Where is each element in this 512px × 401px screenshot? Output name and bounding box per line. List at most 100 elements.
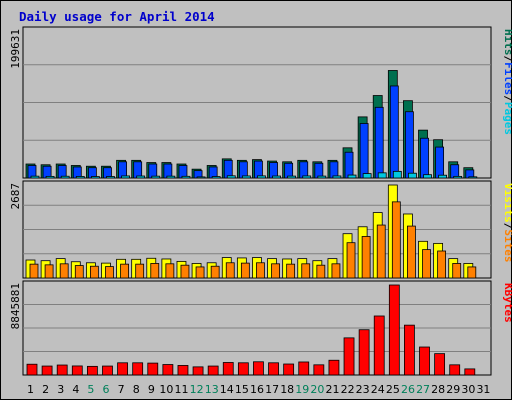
kbytes-bar — [117, 362, 128, 376]
kbytes-bar — [283, 363, 295, 376]
day-label: 28 — [431, 383, 445, 396]
day-label: 27 — [416, 383, 430, 396]
pages-bar — [287, 175, 297, 179]
sites-bar — [331, 263, 341, 279]
pages-bar — [408, 172, 417, 179]
pages-bar — [392, 170, 402, 179]
legend-entry: Pages — [502, 102, 512, 135]
kbytes-bar — [207, 365, 219, 376]
legend-kbytes: KBytes — [502, 283, 512, 323]
kbytes-bar — [343, 337, 355, 376]
files-bar — [223, 159, 233, 179]
pages-bar — [438, 174, 448, 179]
kbytes-bar — [222, 362, 234, 376]
kbytes-bar — [162, 364, 174, 376]
kbytes-bar — [71, 365, 83, 376]
kbytes-bar — [192, 366, 204, 376]
kbytes-bar — [419, 346, 430, 376]
sites-bar — [195, 266, 205, 279]
pages-bar — [347, 174, 357, 179]
sites-bar — [301, 263, 311, 279]
kbytes-bar — [253, 361, 264, 376]
pages-bar — [211, 176, 221, 179]
kbytes-bar — [132, 362, 144, 376]
sites-bar — [29, 263, 39, 279]
sites-bar — [150, 263, 160, 279]
sites-bar — [316, 264, 326, 279]
pages-bar — [45, 175, 55, 179]
sites-bar — [74, 265, 84, 279]
day-label: 15 — [235, 383, 249, 396]
files-bar — [435, 146, 445, 179]
files-bar — [344, 151, 354, 179]
sites-bar — [135, 263, 145, 279]
day-label: 5 — [87, 383, 94, 396]
sites-bar — [180, 264, 190, 279]
day-label: 25 — [386, 383, 400, 396]
chart-title: Daily usage for April 2014 — [19, 9, 215, 24]
day-label: 13 — [205, 383, 219, 396]
files-bar — [405, 111, 414, 179]
kbytes-bar — [86, 365, 98, 376]
kbytes-bar — [298, 361, 310, 376]
kbytes-bar — [41, 365, 53, 376]
kbytes-bar — [373, 315, 385, 376]
pages-bar — [377, 172, 387, 179]
legend-entry: / — [502, 223, 512, 230]
max-value-label: 8845881 — [9, 283, 22, 329]
sites-bar — [256, 262, 265, 279]
files-bar — [389, 85, 399, 179]
files-bar — [133, 161, 143, 179]
day-label: 29 — [446, 383, 460, 396]
pages-bar — [423, 174, 432, 179]
sites-bar — [286, 263, 296, 279]
day-label: 19 — [295, 383, 309, 396]
day-label: 21 — [325, 383, 339, 396]
kbytes-bar — [328, 359, 340, 376]
kbytes-bar — [434, 353, 446, 376]
day-label: 2 — [42, 383, 49, 396]
day-label: 14 — [220, 383, 234, 396]
pages-bar — [121, 175, 130, 179]
max-value-label: 199631 — [9, 29, 22, 69]
sites-bar — [240, 262, 250, 279]
day-label: 30 — [461, 383, 475, 396]
pages-bar — [166, 175, 176, 179]
pages-bar — [468, 176, 478, 179]
sites-bar — [467, 266, 477, 279]
sites-bar — [271, 263, 280, 279]
day-label: 31 — [476, 383, 490, 396]
kbytes-bar — [177, 365, 189, 376]
pages-bar — [257, 175, 266, 179]
kbytes-bar — [147, 362, 159, 376]
day-label: 24 — [371, 383, 385, 396]
pages-bar — [106, 176, 115, 179]
legend-visits-sites: Visits/Sites — [502, 183, 512, 263]
pages-bar — [60, 175, 70, 179]
kbytes-bar — [464, 368, 476, 376]
sites-bar — [452, 263, 462, 279]
pages-bar — [317, 175, 327, 179]
day-label: 18 — [280, 383, 294, 396]
day-label: 9 — [148, 383, 155, 396]
kbytes-bar — [404, 324, 415, 376]
kbytes-bar — [56, 364, 68, 376]
pages-bar — [196, 176, 206, 179]
sites-bar — [105, 266, 114, 279]
pages-bar — [75, 176, 85, 179]
sites-bar — [422, 249, 431, 279]
sites-bar — [210, 265, 220, 279]
legend-entry: / — [502, 56, 512, 63]
kbytes-bar — [313, 364, 325, 376]
legend-entry: Hits — [502, 29, 512, 56]
pages-bar — [302, 175, 312, 179]
day-label: 11 — [175, 383, 189, 396]
pages-bar — [272, 175, 281, 179]
sites-bar — [361, 236, 371, 279]
day-label: 1 — [27, 383, 34, 396]
files-bar — [359, 123, 369, 179]
sites-bar — [407, 225, 416, 279]
day-label: 16 — [250, 383, 264, 396]
sites-bar — [165, 263, 175, 279]
